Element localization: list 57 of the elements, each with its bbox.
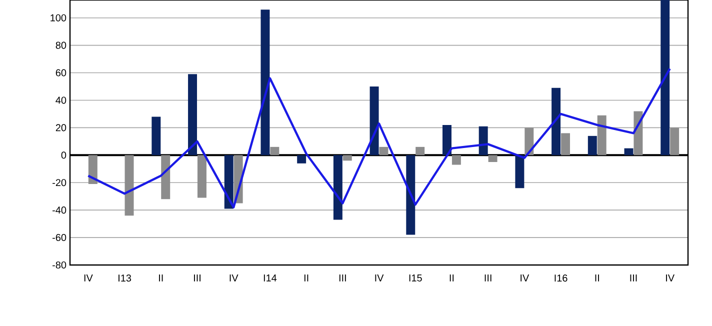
x-tick-label: I13 (118, 274, 132, 282)
x-tick-label: IV (666, 274, 675, 282)
bar (333, 155, 342, 220)
y-tick-label: 80 (56, 42, 66, 49)
bar (406, 155, 416, 235)
bar (442, 124, 452, 156)
bar (161, 155, 170, 200)
x-tick-label: II (595, 274, 599, 282)
y-tick-label: -40 (52, 206, 66, 214)
bar (524, 128, 534, 156)
bar (597, 115, 606, 156)
x-tick-label: II (450, 274, 454, 282)
y-tick-label: 100 (50, 14, 66, 22)
x-tick-label: III (339, 274, 346, 282)
bar (478, 126, 488, 156)
bar (588, 136, 597, 156)
bar (152, 116, 161, 156)
bar (224, 155, 234, 209)
x-tick-label: IV (520, 274, 530, 282)
bar (197, 155, 206, 198)
x-tick-label: IV (230, 274, 238, 282)
x-tick-label: III (194, 274, 200, 282)
bar (370, 86, 379, 156)
bar (634, 111, 643, 156)
y-tick-label: 40 (56, 96, 66, 104)
x-tick-label: I15 (409, 274, 422, 282)
x-tick-label: IV (84, 274, 93, 282)
bar (260, 10, 270, 156)
y-tick-label: -60 (52, 234, 66, 242)
bar (452, 155, 461, 165)
bar (670, 128, 680, 156)
bar (297, 155, 306, 164)
x-tick-label: II (304, 274, 308, 282)
x-tick-label: III (484, 274, 492, 282)
bar (379, 146, 388, 156)
bar (88, 155, 98, 184)
x-tick-label: IV (375, 274, 384, 282)
bar (188, 74, 198, 156)
bar (515, 155, 524, 188)
bar (660, 0, 670, 156)
bar (416, 146, 425, 156)
bar (124, 155, 134, 216)
y-tick-label: -20 (52, 179, 66, 186)
x-tick-label: II (159, 274, 163, 282)
y-tick-label: -80 (52, 261, 66, 269)
bar (488, 155, 498, 162)
bar (270, 146, 280, 156)
x-tick-label: I14 (264, 274, 277, 282)
y-tick-label: 0 (61, 152, 66, 159)
bar (552, 88, 561, 156)
line-series (87, 68, 671, 208)
x-tick-label: I16 (554, 274, 568, 282)
bar (342, 155, 352, 161)
x-tick-label: III (630, 274, 637, 282)
y-tick-label: 20 (56, 124, 66, 132)
y-tick-label: 60 (56, 69, 66, 76)
bar (561, 133, 570, 156)
